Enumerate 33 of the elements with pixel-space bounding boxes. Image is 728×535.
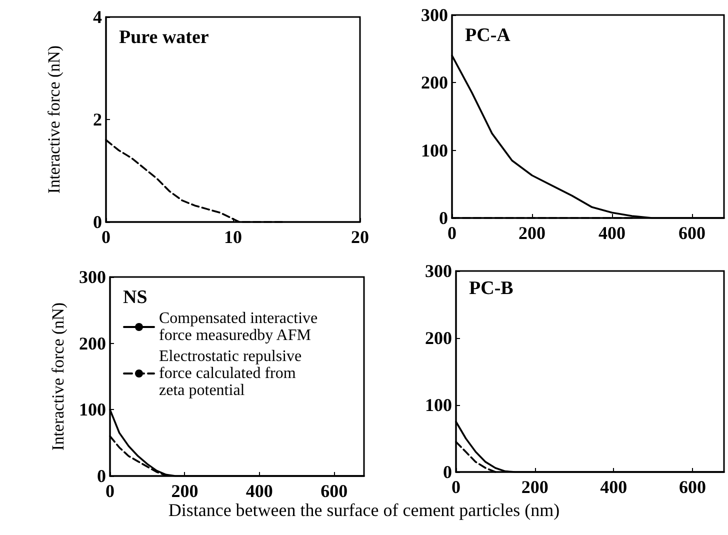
x-tick-label: 200 [521, 477, 548, 497]
y-tick-label: 100 [79, 400, 106, 420]
chart-title: PC-B [469, 278, 514, 299]
legend-label: Electrostatic repulsive force calculated from zeta potential [159, 348, 306, 399]
x-tick-label: 600 [678, 223, 706, 243]
x-tick-label: 600 [320, 481, 348, 501]
x-tick-label: 400 [598, 223, 626, 243]
x-tick-label: 200 [171, 481, 198, 501]
x-tick-label: 200 [518, 223, 546, 243]
x-tick-label: 600 [678, 477, 706, 497]
y-tick-label: 300 [425, 261, 452, 281]
y-axis-title: Interactive force (nN) [48, 302, 68, 451]
y-tick-label: 300 [421, 5, 448, 25]
legend-label: Compensated interactive force measuredby AFM [159, 310, 322, 344]
x-tick-label: 400 [246, 481, 273, 501]
text: PC-A [465, 25, 511, 46]
y-tick-label: 2 [93, 110, 102, 130]
y-tick-label: 4 [93, 7, 102, 27]
y-tick-label: 100 [421, 140, 448, 160]
text: NS [123, 287, 148, 308]
x-axis-title: Distance between the surface of cement particles (nm) [167, 500, 561, 521]
y-tick-label: 300 [79, 267, 106, 287]
y-tick-label: 200 [79, 333, 106, 354]
y-tick-label: 200 [421, 72, 448, 93]
y-tick-label: 100 [425, 395, 452, 415]
x-tick-label: 10 [224, 227, 242, 247]
y-tick-label: 0 [443, 462, 452, 482]
y-axis-title: Interactive force (nN) [44, 45, 64, 194]
x-tick-label: 20 [351, 227, 369, 247]
text: Pure water [119, 27, 210, 48]
x-tick-label: 400 [600, 477, 628, 497]
y-tick-label: 200 [425, 328, 452, 348]
y-tick-label: 0 [439, 208, 448, 228]
